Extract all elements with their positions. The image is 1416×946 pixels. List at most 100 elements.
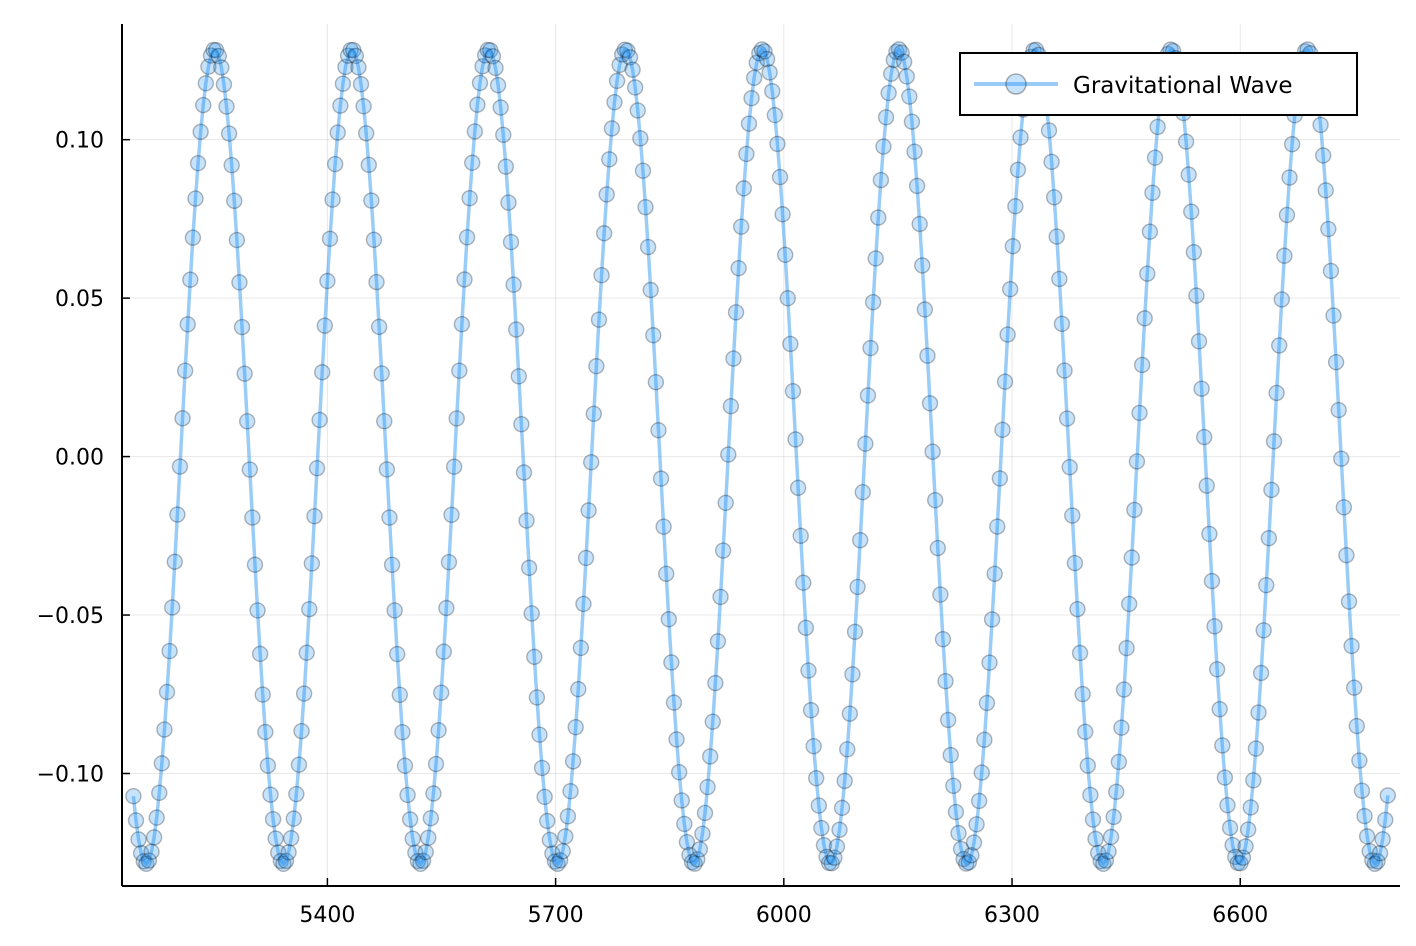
data-point: [132, 844, 150, 862]
data-point: [259, 757, 277, 774]
axes: [121, 24, 1400, 887]
data-point: [673, 792, 690, 809]
data-point: [482, 42, 499, 59]
data-point: [859, 387, 877, 404]
data-point: [782, 335, 799, 353]
data-point: [590, 311, 608, 328]
data-point: [153, 755, 171, 772]
data-point: [174, 410, 191, 427]
data-point: [802, 701, 820, 719]
data-point: [262, 786, 279, 803]
data-point: [668, 731, 685, 748]
data-point: [200, 58, 217, 75]
data-point: [264, 810, 282, 828]
data-point: [1312, 116, 1329, 134]
data-point: [389, 645, 406, 663]
data-point: [1089, 844, 1107, 862]
data-point: [370, 318, 388, 336]
data-point: [536, 788, 553, 806]
data-point: [215, 76, 233, 93]
data-point: [363, 192, 380, 209]
data-point: [823, 855, 840, 872]
data-point: [246, 556, 264, 573]
data-point: [1224, 836, 1241, 854]
data-point: [1069, 600, 1086, 618]
data-point: [1252, 664, 1270, 682]
data-point: [1239, 821, 1257, 838]
data-point: [626, 79, 644, 96]
data-point: [239, 413, 256, 430]
data-point: [1077, 723, 1094, 740]
data-point: [1108, 783, 1125, 801]
data-point: [720, 446, 737, 463]
data-point: [771, 168, 789, 186]
data-point: [324, 191, 341, 208]
data-point: [1211, 700, 1228, 718]
data-point: [1247, 740, 1265, 757]
data-point: [942, 746, 959, 764]
data-point: [621, 49, 639, 66]
data-point: [520, 559, 538, 577]
data-point: [603, 120, 621, 137]
data-point: [818, 848, 835, 866]
data-point: [1185, 243, 1203, 261]
data-point: [399, 786, 416, 804]
data-point: [533, 759, 551, 777]
x-tick-label: 5400: [299, 903, 355, 928]
data-point: [1053, 315, 1071, 333]
data-point: [184, 229, 202, 246]
data-point: [945, 777, 962, 795]
data-point: [1131, 404, 1148, 422]
data-point: [608, 72, 626, 90]
data-point: [1198, 477, 1215, 494]
data-point: [758, 50, 776, 68]
data-point: [414, 852, 432, 869]
data-point: [606, 93, 623, 111]
data-point: [495, 126, 512, 144]
data-point: [381, 509, 398, 526]
data-point: [352, 75, 370, 93]
data-point: [443, 506, 460, 524]
data-point: [365, 231, 383, 248]
data-point: [316, 317, 334, 334]
data-point: [898, 68, 915, 85]
data-point: [598, 186, 615, 203]
data-point: [236, 365, 253, 382]
data-point: [787, 431, 804, 448]
data-point: [275, 855, 292, 873]
data-point: [373, 365, 390, 382]
data-point: [1095, 855, 1112, 873]
data-point: [1110, 753, 1128, 771]
data-point: [306, 508, 323, 525]
data-point: [986, 565, 1003, 583]
data-point: [965, 834, 983, 851]
data-point: [1082, 786, 1099, 804]
data-point: [826, 849, 843, 866]
data-point: [740, 115, 758, 132]
data-point: [130, 831, 147, 848]
data-point: [417, 843, 434, 861]
data-point: [577, 549, 595, 567]
data-point: [505, 276, 522, 293]
data-point: [1234, 849, 1252, 866]
data-point: [632, 130, 649, 147]
data-point: [1144, 184, 1161, 202]
data-point: [714, 542, 732, 559]
data-point: [438, 599, 455, 617]
data-point: [1263, 481, 1280, 499]
data-point: [709, 633, 727, 650]
data-point: [241, 461, 259, 478]
data-point: [751, 45, 768, 62]
data-point: [303, 555, 321, 572]
data-point: [864, 293, 882, 311]
data-point: [970, 792, 988, 810]
data-point: [143, 843, 160, 860]
data-point: [689, 851, 706, 868]
data-point: [492, 99, 509, 116]
data-point: [663, 654, 680, 671]
data-point: [510, 368, 527, 385]
data-point: [433, 684, 450, 701]
data-point: [334, 75, 352, 92]
data-point: [1276, 247, 1293, 264]
data-point: [960, 854, 978, 871]
